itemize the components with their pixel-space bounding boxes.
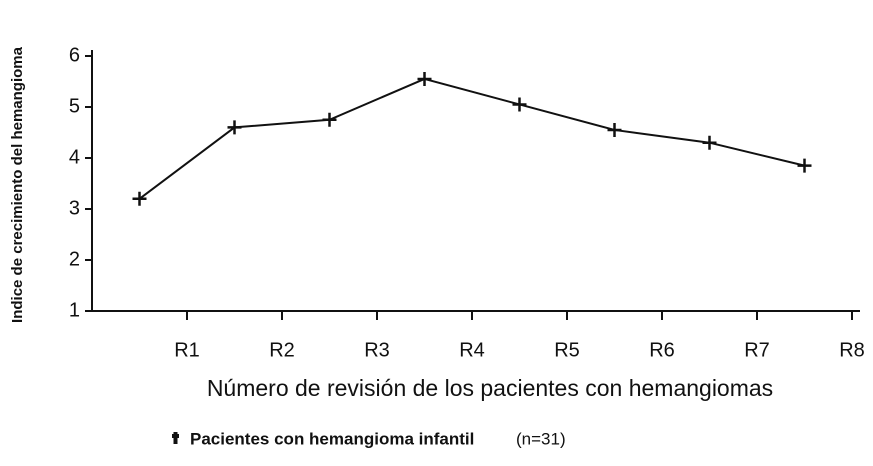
x-tick-label: R5	[554, 339, 580, 361]
marker	[227, 120, 242, 135]
y-tick-label: 4	[69, 146, 80, 168]
marker	[512, 97, 527, 112]
x-tick-label: R8	[839, 339, 865, 361]
x-axis-label: Número de revisión de los pacientes con …	[207, 375, 773, 401]
legend-label: Pacientes con hemangioma infantil	[190, 429, 474, 448]
marker	[417, 71, 432, 86]
x-tick-label: R2	[269, 339, 295, 361]
legend-note: (n=31)	[516, 429, 566, 448]
y-tick-label: 6	[69, 44, 80, 66]
y-tick-label: 3	[69, 197, 80, 219]
marker	[132, 191, 147, 206]
y-tick-label: 5	[69, 95, 80, 117]
x-tick-label: R3	[364, 339, 390, 361]
marker	[797, 158, 812, 173]
x-tick-label: R4	[459, 339, 485, 361]
y-tick-label: 1	[69, 299, 80, 321]
marker	[322, 112, 337, 127]
x-tick-label: R1	[174, 339, 200, 361]
x-tick-label: R7	[744, 339, 770, 361]
legend-marker	[172, 432, 179, 444]
y-axis-label: Indice de crecimiento del hemangioma	[9, 46, 26, 323]
line	[138, 77, 805, 200]
marker	[607, 122, 622, 137]
marker	[702, 135, 717, 150]
x-tick-label: R6	[649, 339, 675, 361]
y-tick-label: 2	[69, 248, 80, 270]
